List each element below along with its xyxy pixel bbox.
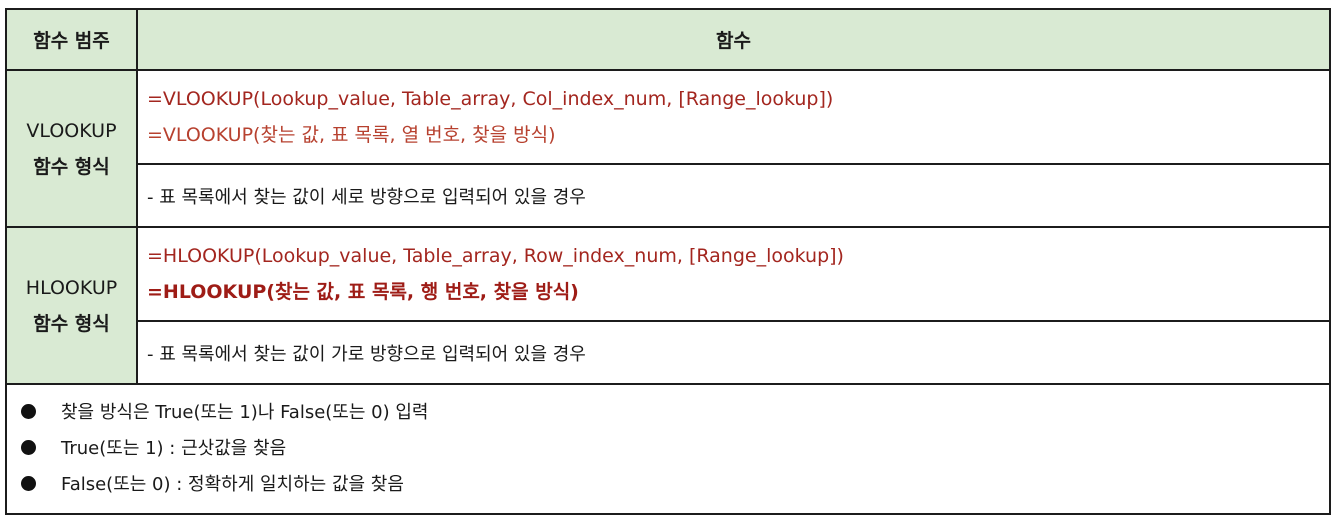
hlookup-category-name: HLOOKUP <box>25 276 118 299</box>
vlookup-category-cell: VLOOKUP 함수 형식 <box>5 69 138 228</box>
bullet-icon <box>21 475 36 491</box>
note-text: 찾을 방식은 True(또는 1)나 False(또는 0) 입력 <box>61 402 429 423</box>
vlookup-formula-english: =VLOOKUP(Lookup_value, Table_array, Col_… <box>147 88 834 110</box>
hlookup-description-row: - 표 목록에서 찾는 값이 가로 방향으로 입력되어 있을 경우 <box>6 320 1331 385</box>
hlookup-formula-korean: =HLOOKUP(찾는 값, 표 목록, 행 번호, 찾을 방식) <box>147 281 579 303</box>
hlookup-formula-english: =HLOOKUP(Lookup_value, Table_array, Row_… <box>147 245 844 267</box>
category-header: 함수 범주 <box>5 8 138 71</box>
header-row: 함수 범주 함수 <box>5 8 1331 71</box>
hlookup-formula-row: HLOOKUP 함수 형식 =HLOOKUP(Lookup_value, Tab… <box>5 226 1331 385</box>
lookup-function-table: 함수 범주 함수 VLOOKUP 함수 형식 =VLOOKUP(Lookup_v… <box>5 8 1331 515</box>
vlookup-formula-cell: =VLOOKUP(Lookup_value, Table_array, Col_… <box>136 69 1331 165</box>
note-text: True(또는 1) : 근삿값을 찾음 <box>61 438 287 459</box>
vlookup-formula-korean: =VLOOKUP(찾는 값, 표 목록, 열 번호, 찾을 방식) <box>147 124 556 146</box>
hlookup-description: - 표 목록에서 찾는 값이 가로 방향으로 입력되어 있을 경우 <box>136 320 1331 385</box>
bullet-icon <box>21 403 36 419</box>
bullet-icon <box>21 439 36 455</box>
vlookup-description-row: - 표 목록에서 찾는 값이 세로 방향으로 입력되어 있을 경우 <box>6 163 1331 228</box>
note-text: False(또는 0) : 정확하게 일치하는 값을 찾음 <box>61 474 404 495</box>
note-item: False(또는 0) : 정확하게 일치하는 값을 찾음 <box>21 465 1329 501</box>
notes-cell: 찾을 방식은 True(또는 1)나 False(또는 0) 입력 True(또… <box>5 383 1331 515</box>
vlookup-category-name: VLOOKUP <box>26 119 117 142</box>
hlookup-category-label: 함수 형식 <box>33 312 110 335</box>
notes-row: 찾을 방식은 True(또는 1)나 False(또는 0) 입력 True(또… <box>5 383 1331 515</box>
function-header: 함수 <box>136 8 1331 71</box>
note-item: True(또는 1) : 근삿값을 찾음 <box>21 429 1329 465</box>
hlookup-formula-cell: =HLOOKUP(Lookup_value, Table_array, Row_… <box>136 226 1331 322</box>
hlookup-category-cell: HLOOKUP 함수 형식 <box>5 226 138 385</box>
vlookup-description: - 표 목록에서 찾는 값이 세로 방향으로 입력되어 있을 경우 <box>136 163 1331 228</box>
vlookup-category-label: 함수 형식 <box>33 155 110 178</box>
vlookup-formula-row: VLOOKUP 함수 형식 =VLOOKUP(Lookup_value, Tab… <box>5 69 1331 228</box>
note-item: 찾을 방식은 True(또는 1)나 False(또는 0) 입력 <box>21 393 1329 429</box>
